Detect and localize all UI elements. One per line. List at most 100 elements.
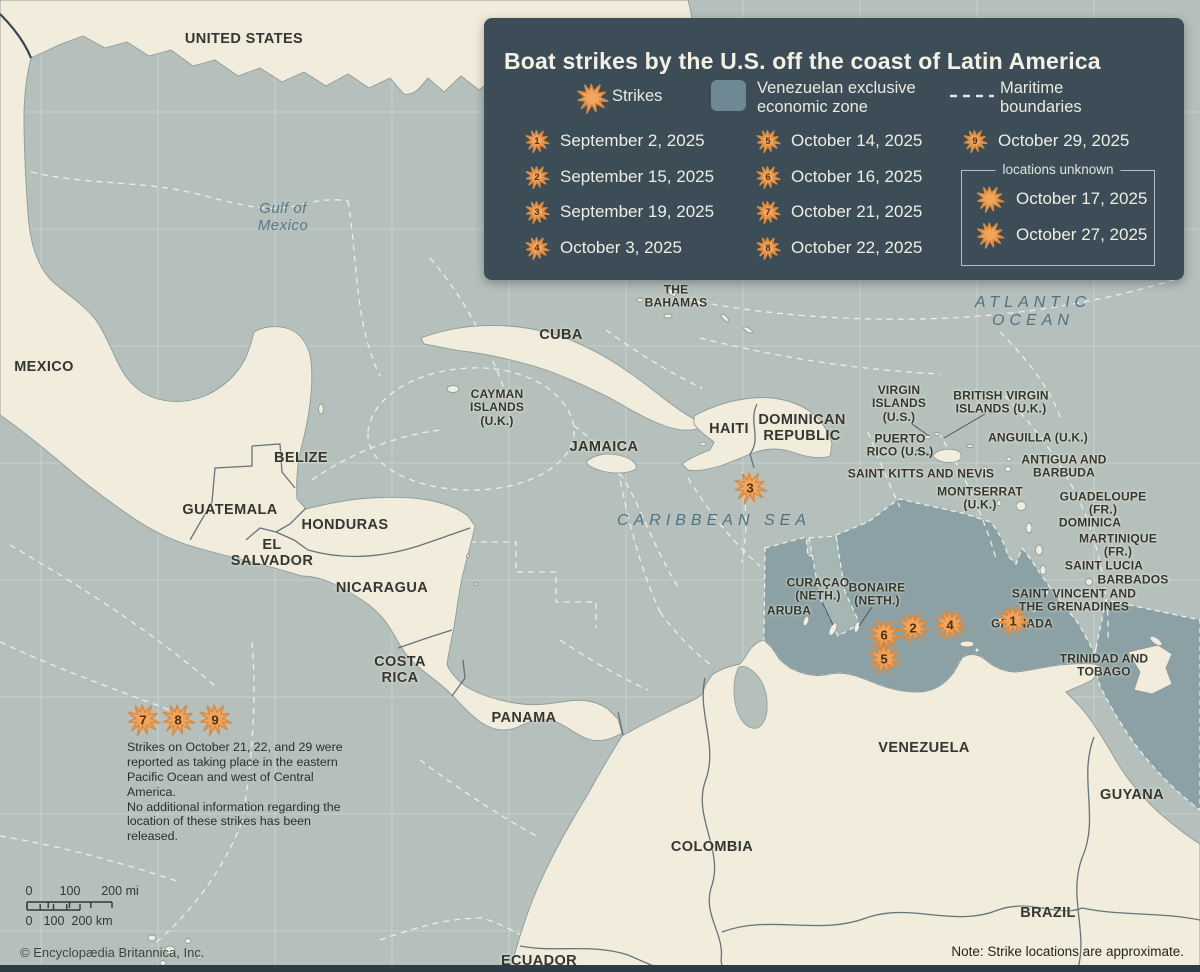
- strike-date-label: October 3, 2025: [560, 237, 682, 257]
- strike-burst-icon: [972, 181, 1008, 217]
- strike-number: 6: [765, 171, 771, 182]
- strike-marker-4: 4: [929, 604, 971, 651]
- strike-burst-icon: 9: [959, 125, 991, 157]
- strike-date-label: October 22, 2025: [791, 237, 923, 257]
- island-jamaica: [585, 453, 637, 474]
- strike-burst-icon: 4: [521, 232, 553, 264]
- venezuelan-eez-zone: [763, 498, 1200, 811]
- strike-date-item-5: 5 October 14, 2025: [752, 125, 922, 157]
- strike-number: 2: [534, 171, 540, 182]
- land-south-america: [509, 639, 1200, 972]
- strike-marker-5: 5: [863, 638, 905, 685]
- strike-burst-icon: 9: [194, 699, 236, 741]
- island-hispaniola: [681, 397, 833, 472]
- strike-number: 9: [211, 712, 219, 727]
- strike-date-label: September 19, 2025: [560, 202, 715, 221]
- lake-maracaibo: [733, 666, 768, 729]
- scale-mi-label: 0: [25, 884, 33, 898]
- strike-number: 9: [972, 136, 978, 146]
- locations-unknown-title: locations unknown: [995, 162, 1121, 177]
- strike-date-item-2: 2 September 15, 2025: [521, 161, 714, 193]
- unknown-location-item: October 17, 2025: [972, 183, 1147, 215]
- strike-number: 5: [880, 651, 888, 666]
- strike-number: 3: [746, 480, 754, 495]
- strike-date-item-6: 6 October 16, 2025: [752, 161, 922, 193]
- label-leader-lines: [821, 413, 986, 627]
- strike-number: 6: [880, 627, 888, 642]
- strike-number: 2: [909, 620, 917, 635]
- copyright-notice: © Encyclopædia Britannica, Inc.: [20, 945, 205, 960]
- infographic-title: Boat strikes by the U.S. off the coast o…: [504, 48, 1101, 74]
- scale-mi-label: 100: [59, 884, 81, 898]
- strike-number: 8: [174, 712, 182, 727]
- unknown-location-date: October 27, 2025: [1016, 225, 1148, 244]
- eez-legend-label: Venezuelan exclusive economic zone: [757, 79, 916, 117]
- strikes-legend-label: Strikes: [612, 87, 663, 105]
- strike-date-label: September 15, 2025: [560, 166, 715, 186]
- strike-date-label: October 21, 2025: [791, 202, 923, 221]
- island-puerto-rico: [932, 448, 962, 464]
- legend-panel: Boat strikes by the U.S. off the coast o…: [484, 18, 1184, 280]
- strike-burst-icon: 7: [752, 196, 784, 228]
- strike-burst-icon: 7: [122, 699, 164, 741]
- strike-number: 1: [1009, 613, 1017, 628]
- strike-burst-icon: 3: [521, 196, 553, 228]
- strike-burst-icon: 3: [729, 467, 771, 509]
- country-borders: [189, 403, 1200, 972]
- bottom-border-strip: [0, 965, 1200, 972]
- strike-date-item-7: 7 October 21, 2025: [752, 196, 922, 228]
- strike-burst-icon: 2: [892, 607, 934, 649]
- strike-date-item-4: 4 October 3, 2025: [521, 232, 682, 264]
- scale-bar: 0 100 200 mi 0 100 200 km: [22, 884, 172, 934]
- strike-burst-icon: 1: [521, 125, 553, 157]
- strike-burst-icon: 8: [752, 232, 784, 264]
- maritime-legend-label: Maritime boundaries: [1000, 79, 1082, 117]
- unknown-location-item: October 27, 2025: [972, 219, 1147, 251]
- strike-date-label: October 29, 2025: [998, 131, 1130, 150]
- scale-km-label: 0: [25, 914, 33, 928]
- scale-km-label: 200 km: [71, 914, 113, 928]
- strike-number: 7: [765, 207, 771, 217]
- maritime-boundary-legend-icon: [950, 94, 994, 98]
- scale-km-label: 100: [43, 914, 65, 928]
- strike-date-label: September 2, 2025: [560, 131, 705, 150]
- strike-marker-3: 3: [729, 467, 771, 514]
- strike-marker-9: 9: [194, 699, 236, 746]
- island-trinidad: [1127, 644, 1173, 695]
- strike-date-item-9: 9 October 29, 2025: [959, 125, 1129, 157]
- pacific-strikes-annotation: Strikes on October 21, 22, and 29 were r…: [127, 740, 343, 844]
- strike-burst-icon: 1: [992, 600, 1034, 642]
- strike-marker-2: 2: [892, 607, 934, 654]
- us-mexico-border: [0, 13, 33, 59]
- unknown-location-date: October 17, 2025: [1016, 189, 1148, 208]
- strike-burst-icon: 5: [752, 125, 784, 157]
- strike-burst-icon: [972, 217, 1008, 253]
- eez-legend-swatch: [711, 80, 746, 111]
- strike-legend-icon: [572, 78, 612, 123]
- strike-burst-icon: 5: [863, 638, 905, 680]
- accuracy-note: Note: Strike locations are approximate.: [951, 944, 1184, 959]
- strike-number: 4: [534, 242, 540, 253]
- strike-marker-7: 7: [122, 699, 164, 746]
- strike-number: 7: [139, 712, 147, 727]
- strike-number: 3: [534, 207, 540, 217]
- scale-mi-label: 200 mi: [101, 884, 139, 898]
- strike-date-item-3: 3 September 19, 2025: [521, 196, 714, 228]
- strike-number: 4: [946, 617, 954, 632]
- strike-marker-8: 8: [157, 699, 199, 746]
- strike-burst-icon: 6: [863, 614, 905, 656]
- strike-number: 8: [765, 242, 771, 253]
- locations-unknown-box: locations unknown October 17, 2025 Octobe…: [961, 162, 1155, 266]
- strike-number: 5: [765, 136, 771, 146]
- strike-burst-icon: 4: [929, 604, 971, 646]
- maritime-boundary-lines: [0, 171, 1181, 971]
- strike-date-label: October 14, 2025: [791, 131, 923, 150]
- strike-date-label: October 16, 2025: [791, 166, 923, 186]
- scale-bar-ticks: [26, 901, 113, 911]
- strike-burst-icon: 8: [157, 699, 199, 741]
- strike-date-item-8: 8 October 22, 2025: [752, 232, 922, 264]
- strike-burst-icon: [572, 78, 612, 118]
- island-cuba: [420, 325, 701, 431]
- strike-number: 1: [534, 136, 540, 146]
